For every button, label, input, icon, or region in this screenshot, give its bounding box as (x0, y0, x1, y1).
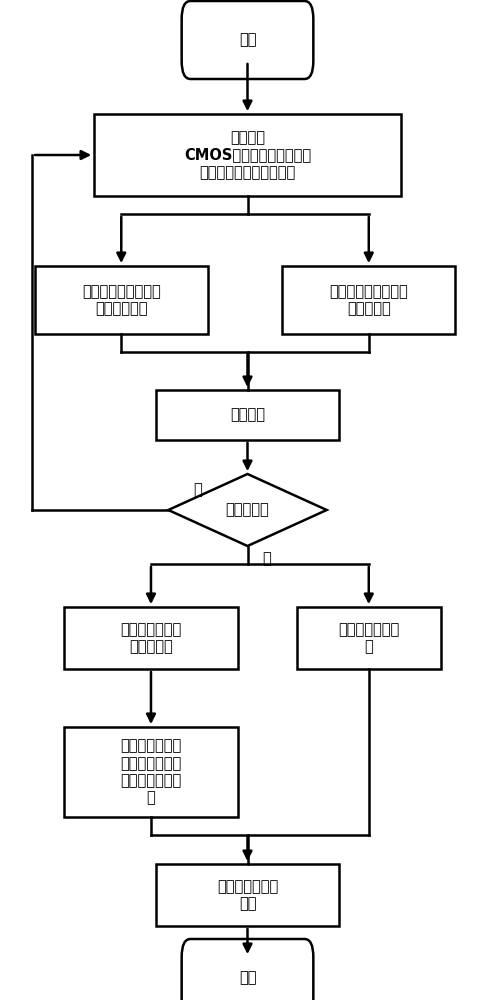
Text: 无线通讯系统发
送火灾信息: 无线通讯系统发 送火灾信息 (120, 622, 182, 654)
FancyBboxPatch shape (64, 727, 238, 817)
Text: 开始: 开始 (239, 32, 256, 47)
Text: 火灾判断: 火灾判断 (230, 408, 265, 422)
Text: 图像算法识别火焰图
像和烟雾图像: 图像算法识别火焰图 像和烟雾图像 (82, 284, 161, 316)
Text: 灭火装置发射灭
火弹: 灭火装置发射灭 火弹 (217, 879, 278, 911)
FancyBboxPatch shape (156, 864, 339, 926)
FancyBboxPatch shape (64, 607, 238, 669)
FancyBboxPatch shape (282, 266, 455, 334)
Text: 否: 否 (194, 482, 202, 497)
FancyBboxPatch shape (182, 1, 313, 79)
FancyBboxPatch shape (35, 266, 208, 334)
Text: 传感器：
CMOS传感器采集图像信息
烟雾传感器采集烟雾浓度: 传感器： CMOS传感器采集图像信息 烟雾传感器采集烟雾浓度 (184, 130, 311, 180)
Text: 手控面板手动控
制: 手控面板手动控 制 (338, 622, 399, 654)
Polygon shape (168, 474, 327, 546)
Text: 是: 是 (262, 551, 271, 566)
Text: 结束: 结束 (239, 970, 256, 986)
FancyBboxPatch shape (182, 939, 313, 1000)
Text: 火灾发生？: 火灾发生？ (226, 502, 269, 518)
FancyBboxPatch shape (156, 390, 339, 440)
Text: 远程控制中心报
警并实时显示现
场信息并发送指
令: 远程控制中心报 警并实时显示现 场信息并发送指 令 (120, 738, 182, 806)
FancyBboxPatch shape (297, 607, 441, 669)
Text: 烟雾浓度算法分析现
场烟雾浓度: 烟雾浓度算法分析现 场烟雾浓度 (329, 284, 408, 316)
FancyBboxPatch shape (94, 114, 401, 196)
